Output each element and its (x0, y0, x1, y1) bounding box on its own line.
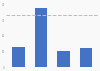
Bar (35, 8, 47, 67)
Bar (80, 48, 92, 67)
Bar (12, 47, 25, 67)
Bar (57, 51, 70, 67)
